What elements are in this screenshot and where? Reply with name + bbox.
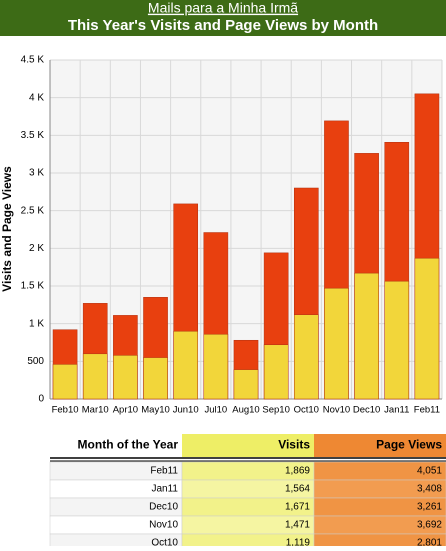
x-tick-label: Jul10 <box>204 405 227 416</box>
x-tick-label: Jan11 <box>384 405 409 416</box>
bar <box>384 280 410 400</box>
table-cell-text: Feb11 <box>150 466 178 477</box>
bar <box>324 287 349 400</box>
x-tick-label: Apr10 <box>113 405 138 416</box>
bar <box>82 353 108 400</box>
y-tick-label: 500 <box>27 356 44 367</box>
bar <box>173 330 199 400</box>
bar <box>52 364 78 400</box>
bar <box>113 355 138 400</box>
y-tick-label: 3 K <box>29 168 44 179</box>
x-tick-label: Jun10 <box>173 405 199 416</box>
x-tick-label: Feb11 <box>414 405 440 416</box>
table-header-text: Month of the Year <box>78 438 179 452</box>
y-tick-label: 3.5 K <box>21 130 45 141</box>
table-cell-text: 1,869 <box>285 466 310 477</box>
table-cell-text: Nov10 <box>149 520 178 531</box>
bar <box>414 257 440 400</box>
y-tick-label: 2.5 K <box>21 205 45 216</box>
table-cell-text: Jan11 <box>151 484 178 495</box>
bar <box>233 369 259 400</box>
x-tick-label: May10 <box>141 405 170 416</box>
bar <box>354 272 379 400</box>
table-cell-text: 1,671 <box>285 502 310 513</box>
y-tick-label: 0 <box>38 394 44 405</box>
y-tick-label: 2 K <box>29 243 44 254</box>
x-tick-label: Mar10 <box>82 405 109 416</box>
x-tick-label: Oct10 <box>294 405 319 416</box>
bar <box>143 357 168 400</box>
table-cell-text: 3,408 <box>417 484 442 495</box>
bar <box>293 314 319 400</box>
table-header-cell <box>314 434 446 457</box>
y-tick-label: 4.5 K <box>21 55 45 66</box>
table-cell-text: 2,801 <box>417 538 442 546</box>
header-band <box>0 0 446 36</box>
x-tick-label: Feb10 <box>52 405 79 416</box>
y-tick-label: 4 K <box>29 92 44 103</box>
bar <box>263 344 289 400</box>
table-header-cell <box>182 434 314 457</box>
table-cell-text: 4,051 <box>417 466 442 477</box>
bar <box>203 333 229 400</box>
table-header-cell <box>50 434 182 457</box>
table-header-text: Visits <box>278 438 310 452</box>
y-axis-label: Visits and Page Views <box>0 166 14 292</box>
y-tick-label: 1 K <box>29 318 44 329</box>
table-cell-text: 3,261 <box>417 502 442 513</box>
chart-title: This Year's Visits and Page Views by Mon… <box>68 17 378 34</box>
header-link[interactable]: Mails para a Minha Irmã <box>148 0 298 16</box>
table-cell-text: 3,692 <box>417 520 442 531</box>
y-tick-label: 1.5 K <box>21 281 45 292</box>
table-cell-text: 1,564 <box>285 484 310 495</box>
table-cell-text: Dec10 <box>149 502 178 513</box>
x-tick-label: Dec10 <box>353 405 380 416</box>
x-tick-label: Aug10 <box>232 405 259 416</box>
table-header-text: Page Views <box>376 438 442 452</box>
table-cell-text: 1,471 <box>285 520 310 531</box>
table-cell-text: 1,119 <box>286 538 311 546</box>
table-cell-text: Oct10 <box>151 538 178 546</box>
x-tick-label: Nov10 <box>323 405 350 416</box>
x-tick-label: Sep10 <box>262 405 289 416</box>
